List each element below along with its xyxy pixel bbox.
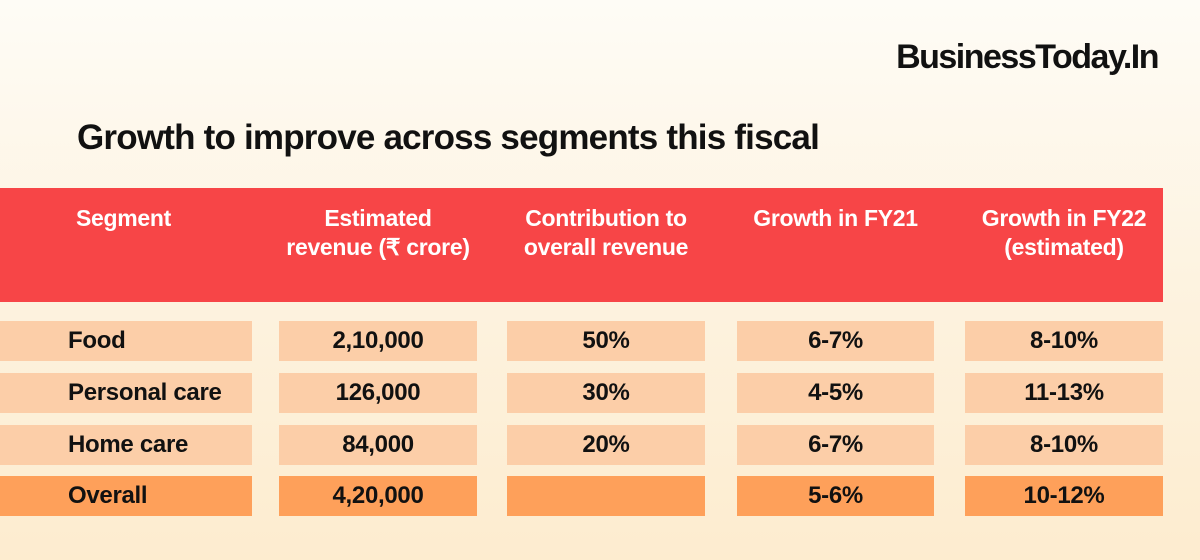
table-cell: 6-7% <box>737 425 934 465</box>
table-header: Segment Estimated revenue (₹ crore) Contri… <box>0 188 1163 302</box>
table-cell: 4-5% <box>737 373 934 413</box>
chart-title: Growth to improve across segments this f… <box>77 118 820 157</box>
table-cell: 84,000 <box>279 425 477 465</box>
table-cell: 20% <box>507 425 705 465</box>
table-cell: 5-6% <box>737 476 934 516</box>
column-header: Growth in FY21 <box>753 205 918 231</box>
table-cell: 10-12% <box>965 476 1163 516</box>
column-header: Segment <box>76 205 172 231</box>
column-header: Contribution to overall revenue <box>523 205 689 260</box>
column-header: Estimated revenue (₹ crore) <box>286 205 470 260</box>
row-label: Home care <box>0 425 252 465</box>
table-cell: 126,000 <box>279 373 477 413</box>
table-cell: 8-10% <box>965 321 1163 361</box>
table-cell: 30% <box>507 373 705 413</box>
row-label: Personal care <box>0 373 252 413</box>
table-cell: 8-10% <box>965 425 1163 465</box>
table-cell: 6-7% <box>737 321 934 361</box>
table-cell: 4,20,000 <box>279 476 477 516</box>
table-cell: 11-13% <box>965 373 1163 413</box>
table-cell: 50% <box>507 321 705 361</box>
table-cell <box>507 476 705 516</box>
row-label: Overall <box>0 476 252 516</box>
row-label: Food <box>0 321 252 361</box>
businesstoday-logo: BusinessToday.In <box>896 38 1159 76</box>
table-cell: 2,10,000 <box>279 321 477 361</box>
column-header: Growth in FY22 (estimated) <box>981 205 1147 260</box>
